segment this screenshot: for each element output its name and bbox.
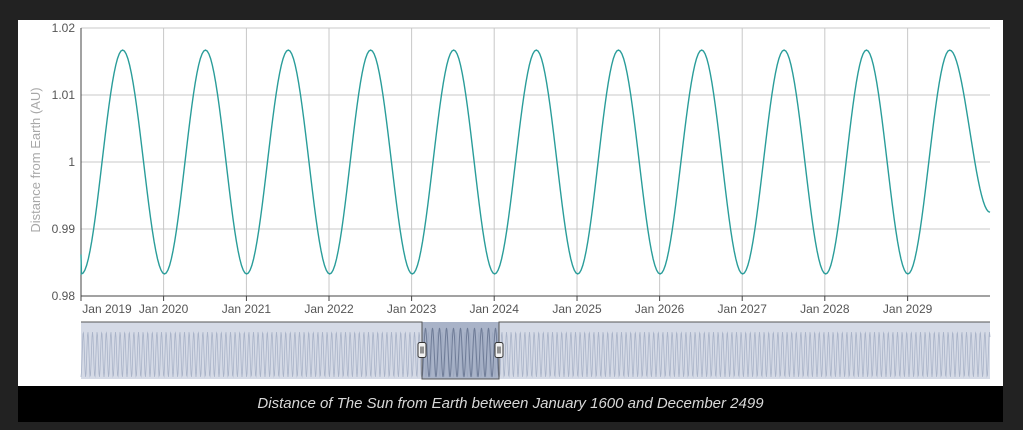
x-tick-label: Jan 2029 [883, 302, 933, 316]
x-tick-label: Jan 2022 [304, 302, 354, 316]
navigator-outline [81, 321, 990, 380]
y-tick-label: 1 [68, 155, 75, 169]
navigator-handle-right-icon[interactable] [494, 342, 504, 358]
y-axis-label: Distance from Earth (AU) [28, 87, 43, 232]
x-tick-label: Jan 2024 [470, 302, 520, 316]
y-tick-label: 0.99 [52, 222, 76, 236]
series-line [80, 49, 991, 276]
navigator[interactable] [80, 321, 991, 380]
y-tick-labels: 0.98 0.99 1 1.01 1.02 [52, 21, 76, 303]
navigator-selection-series [421, 327, 500, 378]
x-tick-labels: Jan 2019 Jan 2020 Jan 2021 Jan 2022 Jan 2023… [82, 302, 932, 316]
x-tick-label: Jan 2020 [139, 302, 189, 316]
navigator-series [80, 331, 991, 378]
series-lines [80, 49, 991, 276]
x-tick-label: Jan 2025 [552, 302, 602, 316]
navigator-handle-left-icon[interactable] [417, 342, 427, 358]
y-tick-label: 1.01 [52, 88, 76, 102]
x-tick-label: Jan 2028 [800, 302, 850, 316]
x-tick-label: Jan 2021 [222, 302, 272, 316]
y-tick-label: 0.98 [52, 289, 76, 303]
axes [80, 28, 990, 301]
navigator-selection[interactable] [422, 322, 499, 379]
handle-body [494, 342, 504, 358]
chart-caption: Distance of The Sun from Earth between J… [18, 386, 1003, 422]
x-tick-label: Jan 2026 [635, 302, 685, 316]
x-tick-label: Jan 2023 [387, 302, 437, 316]
handle-body [417, 342, 427, 358]
y-tick-label: 1.02 [52, 21, 76, 35]
x-tick-label: Jan 2027 [718, 302, 768, 316]
grid-lines [81, 27, 990, 296]
x-tick-label: Jan 2019 [82, 302, 132, 316]
